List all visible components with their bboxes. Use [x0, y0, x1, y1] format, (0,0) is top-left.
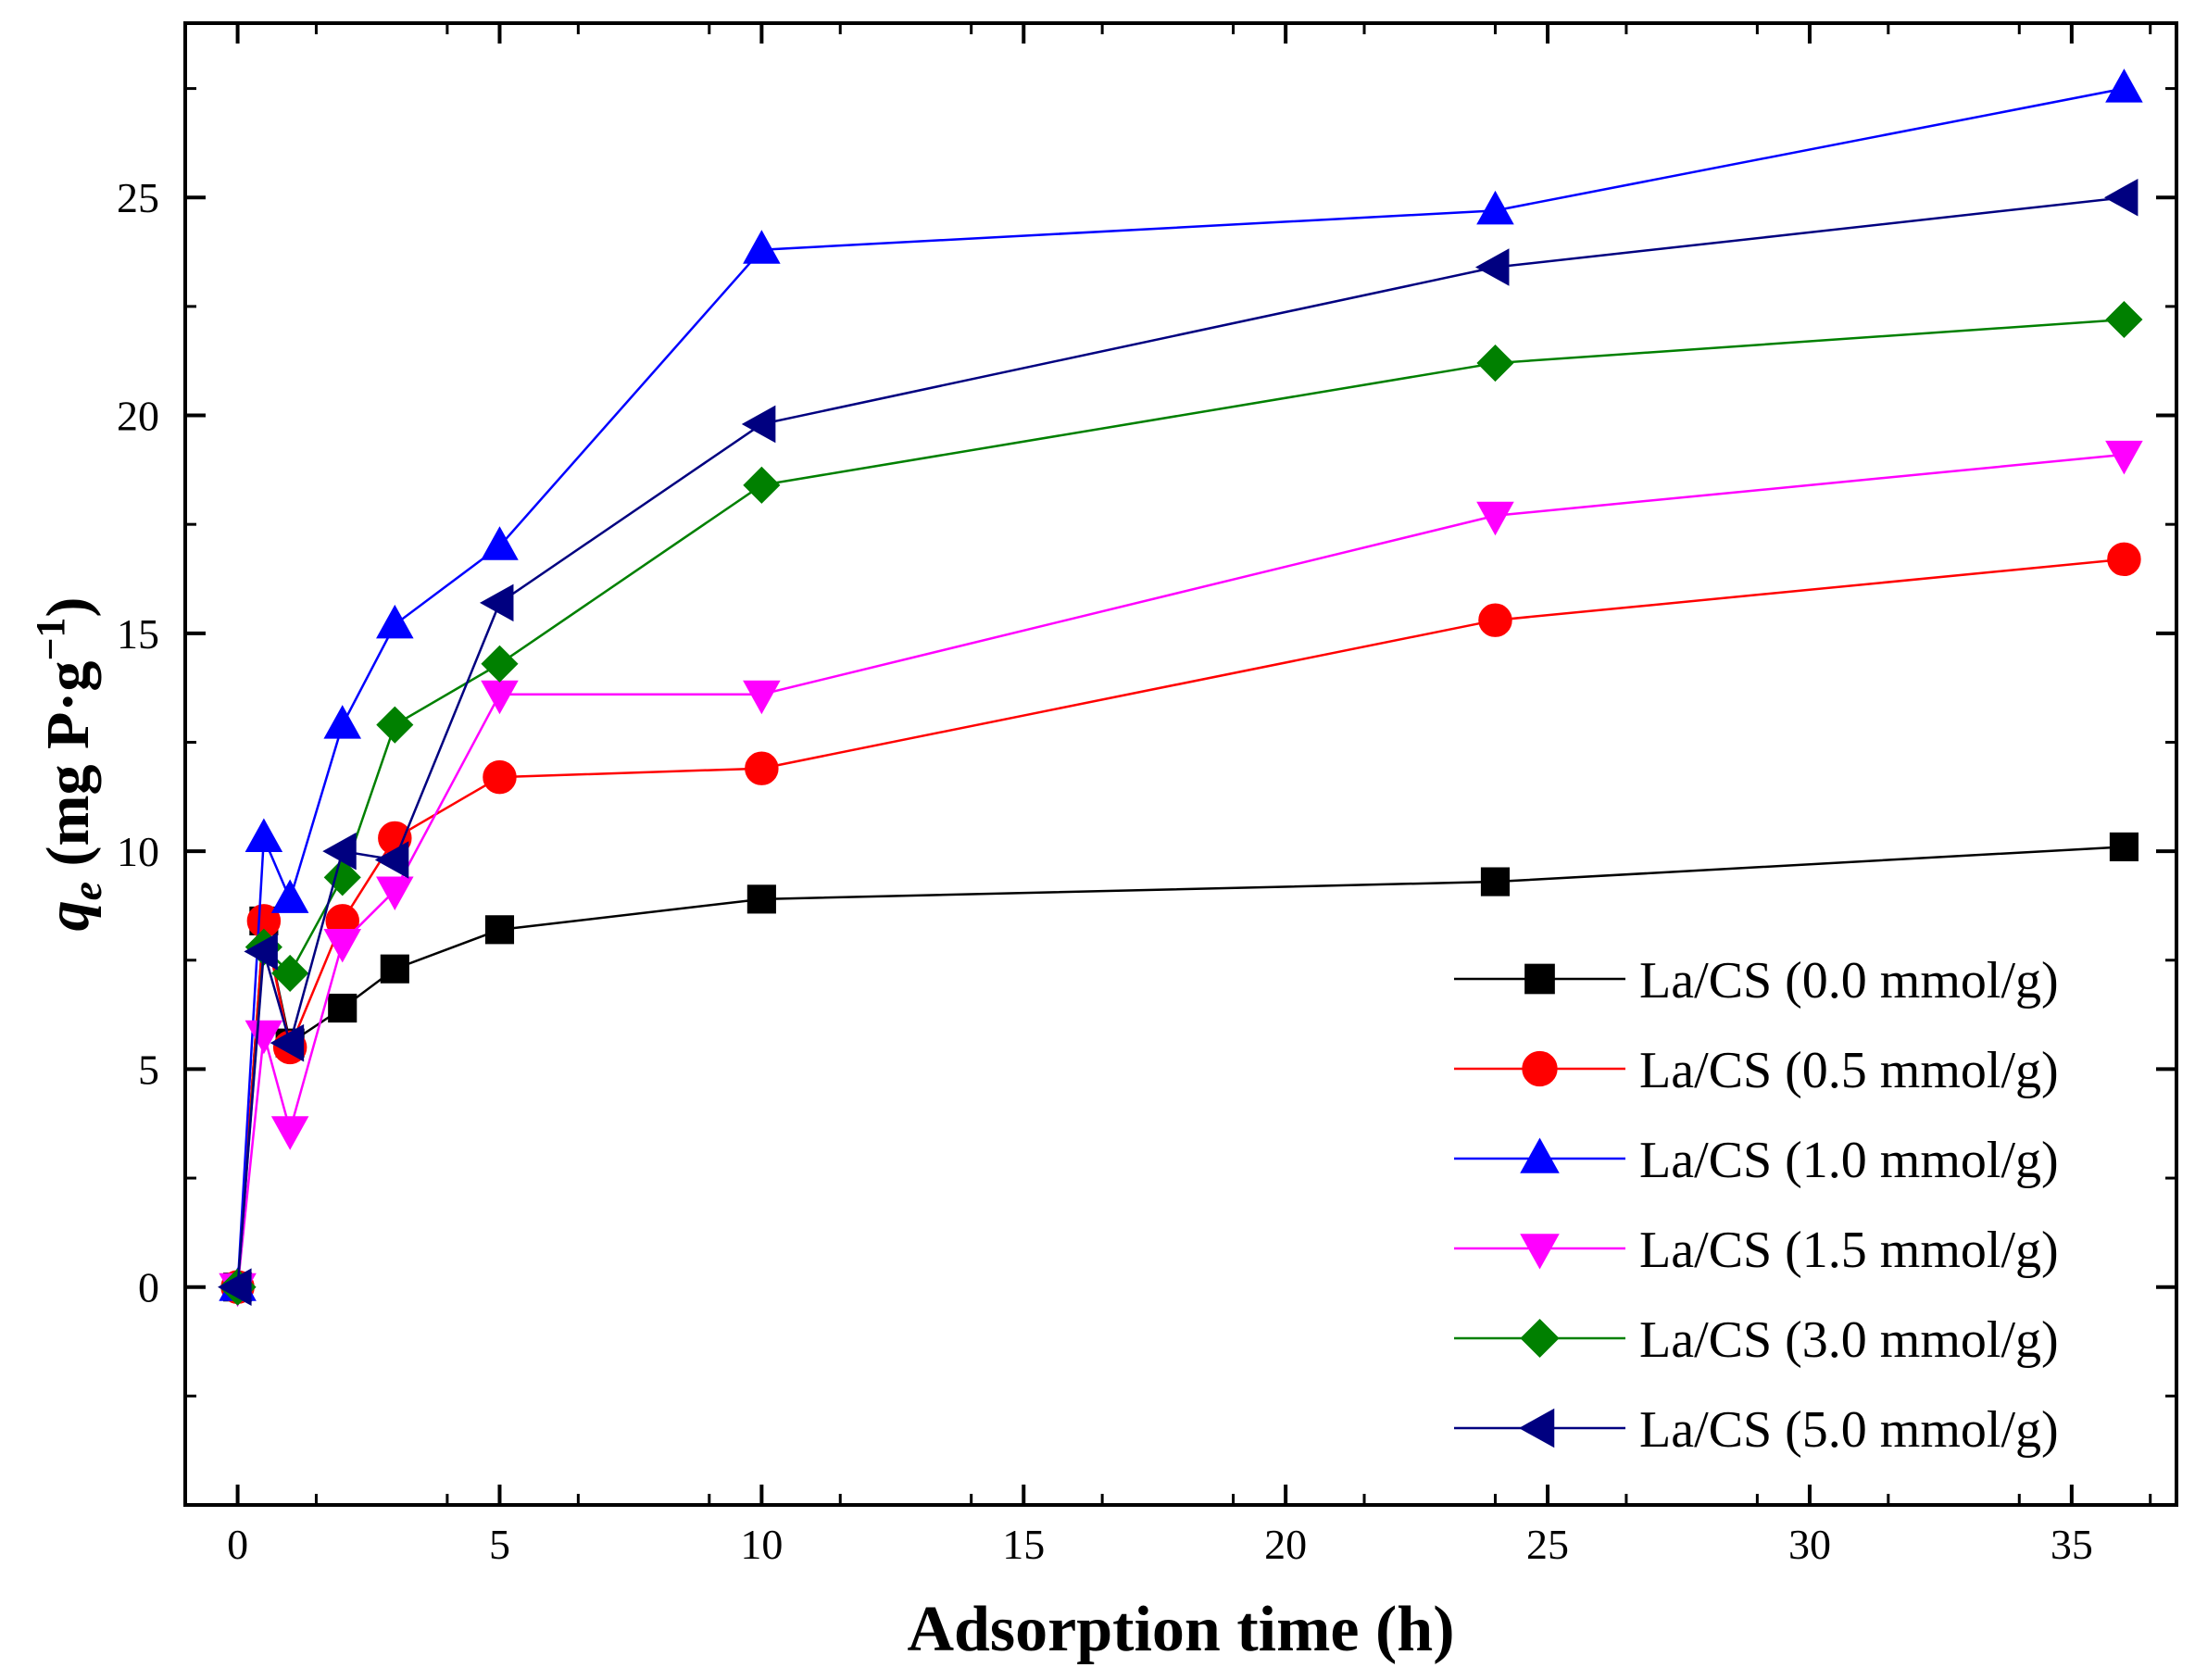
series-layer — [218, 69, 2143, 1308]
legend-label: La/CS (0.0 mmol/g) — [1639, 952, 2059, 1009]
data-point — [481, 645, 519, 683]
data-point — [1474, 248, 1510, 286]
y-tick-label: 25 — [117, 174, 159, 221]
data-point — [1478, 603, 1512, 637]
y-axis-units: (mg P·g — [34, 661, 102, 882]
legend-marker — [1520, 1234, 1560, 1270]
y-axis-symbol: q — [34, 900, 102, 931]
legend: La/CS (0.0 mmol/g) La/CS (0.5 mmol/g) La/C… — [1454, 952, 2059, 1459]
legend-entry: La/CS (5.0 mmol/g) — [1454, 1401, 2059, 1459]
y-tick-label: 10 — [117, 828, 159, 875]
x-axis-title: Adsorption time (h) — [907, 1594, 1454, 1665]
legend-label: La/CS (3.0 mmol/g) — [1639, 1311, 2059, 1369]
y-axis-superscript: −1 — [28, 618, 73, 661]
series-line — [236, 195, 2125, 1287]
y-tick-label: 20 — [117, 393, 159, 440]
legend-entry: La/CS (0.5 mmol/g) — [1454, 1042, 2059, 1099]
y-axis-units-close: ) — [34, 597, 102, 618]
x-tick-label: 15 — [1002, 1521, 1045, 1568]
data-point — [2109, 832, 2139, 861]
x-tick-label: 5 — [489, 1521, 510, 1568]
data-point — [2103, 178, 2139, 217]
data-point — [743, 680, 781, 715]
data-point — [218, 1268, 252, 1306]
series-5 — [218, 178, 2139, 1306]
x-tick-label: 0 — [227, 1521, 248, 1568]
data-point — [746, 884, 776, 914]
data-point — [479, 583, 514, 622]
data-point — [376, 876, 414, 910]
y-tick-label: 15 — [117, 610, 159, 658]
data-point — [244, 933, 278, 971]
legend-marker — [1520, 1318, 1560, 1359]
legend-label: La/CS (1.5 mmol/g) — [1639, 1222, 2059, 1279]
legend-entry: La/CS (1.5 mmol/g) — [1454, 1222, 2059, 1279]
x-tick-label: 10 — [740, 1521, 783, 1568]
plot-frame — [183, 21, 2178, 1507]
x-tick-label: 25 — [1526, 1521, 1569, 1568]
data-point — [2105, 69, 2143, 103]
legend-marker — [1524, 963, 1555, 995]
data-point — [322, 832, 357, 871]
legend-entry: La/CS (3.0 mmol/g) — [1454, 1311, 2059, 1369]
data-point — [741, 405, 776, 444]
legend-label: La/CS (0.5 mmol/g) — [1639, 1042, 2059, 1099]
data-point — [245, 1020, 283, 1055]
data-point — [1476, 190, 1514, 225]
y-axis-title: qe (mg P·g−1) — [28, 597, 110, 932]
data-point — [270, 1116, 309, 1150]
data-point — [270, 1023, 305, 1062]
data-point — [271, 954, 309, 992]
data-point — [745, 751, 779, 785]
data-point — [328, 993, 357, 1023]
data-point — [743, 230, 781, 264]
legend-marker — [1522, 1050, 1558, 1087]
data-point — [245, 818, 283, 852]
data-point — [481, 680, 519, 715]
data-point — [2105, 300, 2143, 339]
data-point — [376, 604, 414, 639]
x-tick-label: 35 — [2051, 1521, 2093, 1568]
legend-marker — [1520, 1137, 1560, 1173]
data-point — [270, 879, 309, 913]
data-point — [2105, 440, 2143, 475]
legend-label: La/CS (5.0 mmol/g) — [1639, 1401, 2059, 1459]
data-point — [481, 526, 519, 560]
y-tick-label: 5 — [138, 1046, 159, 1093]
data-point — [1476, 344, 1514, 382]
axes: 0 5 10 15 20 25 30 35 0 5 10 15 20 25 — [117, 23, 2176, 1568]
data-point — [1480, 867, 1511, 896]
legend-marker — [1518, 1408, 1555, 1448]
data-point — [323, 705, 362, 739]
data-point — [376, 706, 414, 744]
data-point — [374, 841, 409, 879]
x-tick-label: 20 — [1264, 1521, 1307, 1568]
series-2 — [219, 69, 2143, 1301]
legend-label: La/CS (1.0 mmol/g) — [1639, 1132, 2059, 1189]
legend-entry: La/CS (1.0 mmol/g) — [1454, 1132, 2059, 1189]
y-tick-label: 0 — [138, 1264, 159, 1311]
data-point — [743, 466, 781, 504]
data-point — [484, 915, 515, 945]
x-tick-label: 30 — [1788, 1521, 1831, 1568]
data-point — [2107, 542, 2141, 577]
data-point — [380, 954, 409, 984]
data-point — [483, 759, 517, 795]
legend-entry: La/CS (0.0 mmol/g) — [1454, 952, 2059, 1009]
data-point — [1476, 501, 1514, 536]
y-axis-subscript: e — [63, 882, 110, 900]
data-point — [323, 928, 362, 963]
series-line — [236, 87, 2125, 1287]
